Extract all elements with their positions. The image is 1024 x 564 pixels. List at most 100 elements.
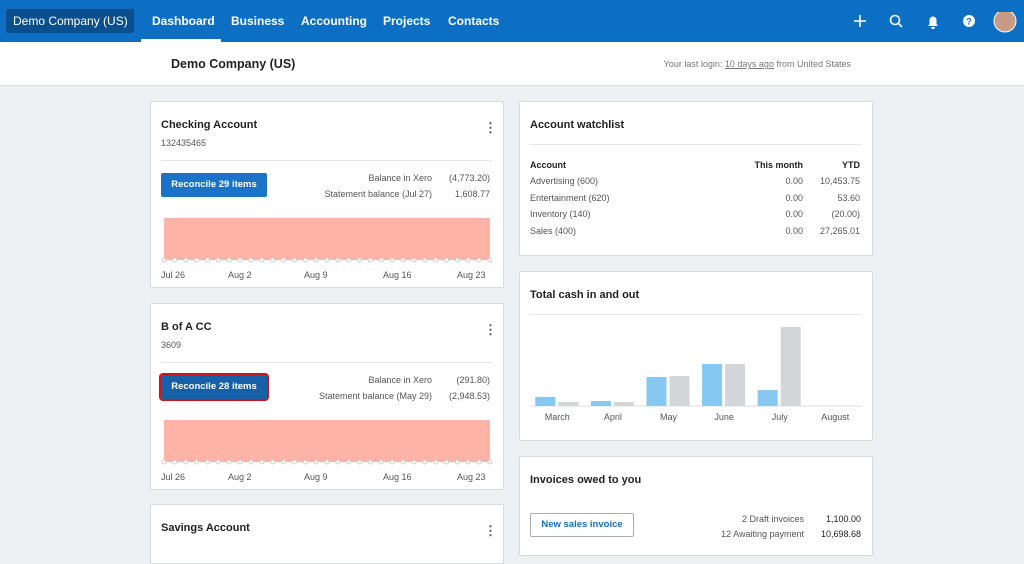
sparkline-dot xyxy=(378,257,384,263)
org-switcher[interactable]: Demo Company (US) ▾ xyxy=(6,9,134,52)
bar xyxy=(535,397,556,406)
statement-label: Statement balance (May 29) xyxy=(318,391,432,401)
sparkline-area xyxy=(164,420,490,462)
new-invoice-button[interactable]: New sales invoice xyxy=(530,513,634,537)
sparkline-dot xyxy=(226,459,232,465)
date-label: Aug 9 xyxy=(304,270,328,280)
watchlist-cell: 0.00 xyxy=(785,209,803,219)
x-tick-label: June xyxy=(714,412,734,422)
sparkline-dot xyxy=(367,257,373,263)
sparkline-dot xyxy=(487,257,493,263)
bar xyxy=(780,327,801,406)
sparkline-dot xyxy=(389,257,395,263)
account-name: Checking Account xyxy=(161,119,258,131)
nav-item[interactable]: Dashboard xyxy=(152,14,215,28)
sparkline-dot xyxy=(411,459,417,465)
watchlist-cell[interactable]: Advertising (600) xyxy=(530,176,599,186)
sparkline-dot xyxy=(270,459,276,465)
watchlist-cell: 53.60 xyxy=(837,192,860,203)
menu-button[interactable]: ⋮ xyxy=(484,523,497,538)
sparkline-dot xyxy=(433,257,439,263)
sparkline-dot xyxy=(367,459,373,465)
bank-account-card: Savings Account ⋮ xyxy=(150,504,504,564)
sparkline-dot xyxy=(259,257,265,263)
sparkline-dot xyxy=(444,459,450,465)
invoice-label[interactable]: 2 Draft invoices xyxy=(741,514,804,524)
column-header: YTD xyxy=(842,160,860,170)
sparkline-dot xyxy=(161,459,167,465)
sparkline-dot xyxy=(291,257,297,263)
divider xyxy=(530,314,861,315)
account-name: B of A CC xyxy=(161,321,212,333)
nav-icons: ? xyxy=(854,12,1017,33)
bar xyxy=(669,376,690,406)
search-icon[interactable] xyxy=(889,14,901,26)
balance-label: Balance in Xero xyxy=(368,375,432,385)
notifications-icon[interactable] xyxy=(928,16,938,30)
bar xyxy=(558,402,579,406)
menu-button[interactable]: ⋮ xyxy=(484,322,497,337)
watchlist-card: Account watchlist Account This month YTD Adv… xyxy=(519,101,873,256)
sparkline-dot xyxy=(422,257,428,263)
menu-button[interactable]: ⋮ xyxy=(484,120,497,135)
sparkline-dot xyxy=(454,459,460,465)
sparkline-dot xyxy=(194,459,200,465)
watchlist-cell[interactable]: Inventory (140) xyxy=(530,209,591,219)
nav-item[interactable]: Business xyxy=(231,14,285,28)
watchlist-cell: 0.00 xyxy=(785,176,803,186)
watchlist-cell: 27,265.01 xyxy=(819,225,860,236)
watchlist-cell: (20.00) xyxy=(831,209,860,219)
sparkline-dot xyxy=(302,459,308,465)
date-label: Aug 23 xyxy=(457,270,486,280)
bar xyxy=(725,364,746,406)
reconcile-button[interactable]: Reconcile 28 items xyxy=(159,373,269,401)
avatar[interactable] xyxy=(993,12,1017,33)
invoice-label[interactable]: 12 Awaiting payment xyxy=(721,529,804,539)
sparkline-dot xyxy=(281,459,287,465)
reconcile-button[interactable]: Reconcile 29 items xyxy=(161,173,267,197)
sparkline-dot xyxy=(422,459,428,465)
card-title: Account watchlist xyxy=(530,119,625,131)
sparkline-dot xyxy=(476,459,482,465)
sparkline-dot xyxy=(378,459,384,465)
x-tick-label: May xyxy=(660,412,678,422)
date-label: Aug 9 xyxy=(304,472,328,482)
divider xyxy=(530,144,861,145)
column-header: This month xyxy=(754,160,804,170)
active-indicator xyxy=(141,39,221,42)
sparkline-dot xyxy=(248,257,254,263)
date-label: Aug 23 xyxy=(457,472,486,482)
watchlist-cell: 0.00 xyxy=(785,192,803,203)
sparkline-dot xyxy=(194,257,200,263)
sparkline-dot xyxy=(487,459,493,465)
date-label: Aug 2 xyxy=(228,472,252,482)
sparkline-dot xyxy=(346,459,352,465)
cash-chart-card: Total cash in and out March April May June Ju… xyxy=(519,271,873,441)
help-icon[interactable] xyxy=(963,15,975,27)
svg-text:?: ? xyxy=(966,17,972,27)
sparkline-dot xyxy=(313,459,319,465)
nav-item[interactable]: Projects xyxy=(383,14,431,28)
watchlist-cell[interactable]: Entertainment (620) xyxy=(530,192,610,203)
account-number: 132435465 xyxy=(161,138,207,148)
add-icon[interactable] xyxy=(854,15,866,27)
org-name: Demo Company (US) xyxy=(171,57,296,71)
sparkline-dot xyxy=(313,257,319,263)
watchlist-cell[interactable]: Sales (400) xyxy=(530,225,577,236)
bank-account-card: B of A CC 3609 ⋮ Reconcile 28 items Balance … xyxy=(150,303,504,490)
nav-item[interactable]: Accounting xyxy=(301,14,367,28)
sparkline-dot xyxy=(346,257,352,263)
sparkline-dot xyxy=(335,459,341,465)
column-header: Account xyxy=(530,160,566,170)
sparkline-dot xyxy=(183,257,189,263)
sparkline-dot xyxy=(324,257,330,263)
nav-item[interactable]: Contacts xyxy=(448,14,500,28)
x-tick-label: August xyxy=(821,412,850,422)
invoice-amount: 1,100.00 xyxy=(825,514,861,524)
sparkline-dot xyxy=(400,459,406,465)
sparkline-dot xyxy=(215,257,221,263)
statement-value: 1,608.77 xyxy=(454,189,490,199)
login-link[interactable]: 10 days ago xyxy=(724,59,774,69)
statement-label: Statement balance (Jul 27) xyxy=(324,189,432,199)
